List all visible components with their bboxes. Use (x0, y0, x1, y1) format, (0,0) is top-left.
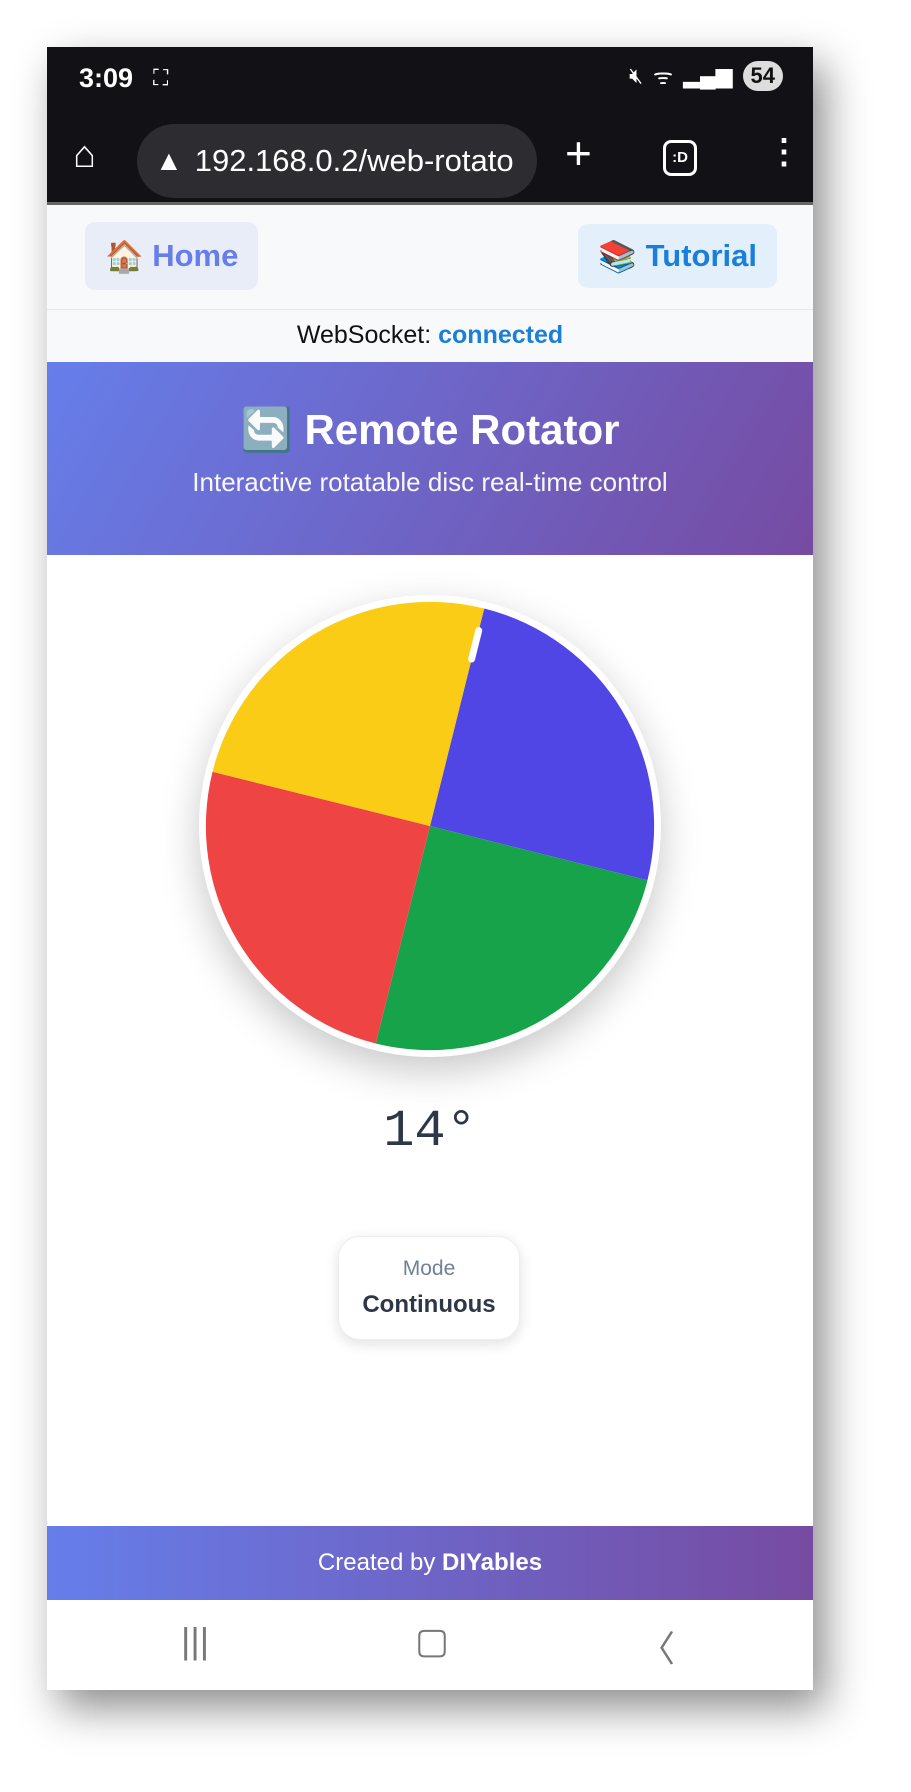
mode-label: Mode (402, 1257, 456, 1280)
browser-home-icon[interactable]: ⌂ (73, 134, 96, 176)
home-label: Home (152, 238, 239, 273)
nav-bar: 🏠 Home 📚 Tutorial (47, 205, 813, 310)
disc-segment (212, 601, 485, 826)
browser-toolbar: ⌂ ▲ 192.168.0.2/web-rotato + :D ⋮ (47, 114, 813, 205)
tabs-icon[interactable]: :D (663, 140, 697, 176)
system-nav-bar: ||| ▢ 〈 (47, 1600, 813, 1690)
status-bar: 3:09 ⛶ 🔇︎ ᯤ ▂▄▆ 54 (47, 47, 813, 114)
websocket-status: WebSocket: connected (47, 310, 813, 362)
rotate-icon: 🔄 (240, 406, 293, 453)
websocket-label: WebSocket: (296, 321, 432, 349)
mode-value: Continuous (362, 1291, 496, 1318)
tutorial-button[interactable]: 📚 Tutorial (578, 224, 777, 288)
books-icon: 📚 (598, 238, 637, 274)
page-subtitle: Interactive rotatable disc real-time con… (192, 467, 668, 497)
recents-icon[interactable]: ||| (181, 1620, 210, 1661)
home-button[interactable]: 🏠 Home (85, 222, 259, 290)
warning-icon: ▲ (155, 145, 183, 176)
disc-segment (375, 826, 648, 1051)
disc-indicator (468, 627, 483, 663)
rotatable-disc[interactable] (199, 595, 661, 1057)
url-text: 192.168.0.2/web-rotato (194, 143, 514, 178)
new-tab-icon[interactable]: + (565, 127, 592, 179)
disc-segment (430, 608, 655, 881)
home-nav-icon[interactable]: ▢ (415, 1620, 450, 1661)
websocket-state: connected (438, 321, 564, 349)
signal-icon: ▂▄▆ (683, 63, 733, 88)
address-bar[interactable]: ▲ 192.168.0.2/web-rotato (137, 124, 537, 198)
title-text: Remote Rotator (304, 406, 620, 453)
footer-brand: DIYables (442, 1549, 543, 1576)
back-icon[interactable]: 〈 (639, 1628, 676, 1669)
tutorial-label: Tutorial (645, 238, 757, 273)
footer: Created by DIYables (47, 1526, 813, 1600)
wifi-icon: ᯤ (652, 64, 674, 89)
clock: 3:09 (79, 63, 134, 93)
house-icon: 🏠 (105, 238, 144, 274)
mode-card: Mode Continuous (338, 1236, 520, 1340)
angle-readout: 14° (383, 1102, 477, 1161)
page-title: 🔄 Remote Rotator (47, 362, 813, 455)
more-menu-icon[interactable]: ⋮ (767, 133, 801, 171)
footer-text: Created by (317, 1549, 442, 1576)
page-header: 🔄 Remote Rotator Interactive rotatable d… (47, 362, 813, 555)
mute-icon: 🔇︎ (629, 63, 643, 88)
battery-indicator: 54 (742, 61, 783, 91)
phone-screen: 3:09 ⛶ 🔇︎ ᯤ ▂▄▆ 54 ⌂ ▲ 192.168.0.2/web-ro… (47, 47, 813, 1690)
disc-segment (205, 771, 430, 1044)
screenshot-icon: ⛶ (153, 65, 169, 90)
